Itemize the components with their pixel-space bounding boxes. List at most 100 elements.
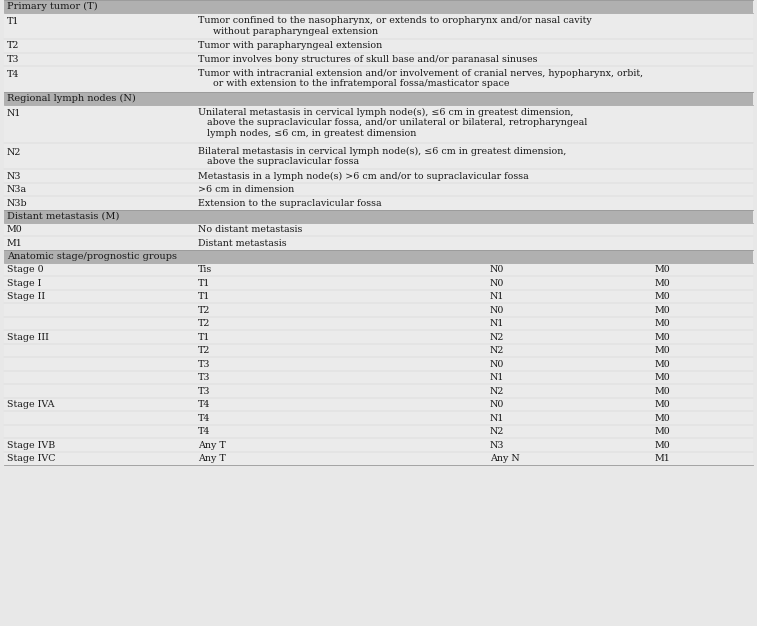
- Text: N1: N1: [7, 110, 21, 118]
- Text: above the supraclavicular fossa, and/or unilateral or bilateral, retropharyngeal: above the supraclavicular fossa, and/or …: [198, 118, 587, 128]
- Bar: [4, 92, 753, 105]
- Text: N0: N0: [490, 360, 504, 369]
- Text: N0: N0: [490, 305, 504, 315]
- Bar: [4, 210, 753, 223]
- Text: N2: N2: [490, 387, 504, 396]
- Text: Primary tumor (T): Primary tumor (T): [7, 2, 98, 11]
- Text: Tumor confined to the nasopharynx, or extends to oropharynx and/or nasal cavity: Tumor confined to the nasopharynx, or ex…: [198, 16, 592, 25]
- Text: T3: T3: [198, 373, 210, 382]
- Bar: [4, 223, 753, 237]
- Text: above the supraclavicular fossa: above the supraclavicular fossa: [198, 157, 359, 166]
- Bar: [4, 53, 753, 66]
- Text: N0: N0: [490, 279, 504, 288]
- Text: lymph nodes, ≤6 cm, in greatest dimension: lymph nodes, ≤6 cm, in greatest dimensio…: [198, 129, 416, 138]
- Text: M0: M0: [655, 333, 671, 342]
- Bar: [4, 425, 753, 438]
- Text: Stage IVC: Stage IVC: [7, 454, 55, 463]
- Text: T4: T4: [198, 414, 210, 423]
- Text: Stage III: Stage III: [7, 333, 49, 342]
- Text: T1: T1: [198, 333, 210, 342]
- Text: N2: N2: [490, 333, 504, 342]
- Text: M0: M0: [655, 319, 671, 328]
- Text: Extension to the supraclavicular fossa: Extension to the supraclavicular fossa: [198, 198, 382, 208]
- Text: without parapharyngeal extension: without parapharyngeal extension: [198, 26, 378, 36]
- Bar: [4, 13, 753, 39]
- Text: T2: T2: [7, 41, 20, 50]
- Text: Stage IVB: Stage IVB: [7, 441, 55, 449]
- Bar: [4, 317, 753, 331]
- Bar: [4, 197, 753, 210]
- Text: T2: T2: [198, 305, 210, 315]
- Text: N3: N3: [490, 441, 504, 449]
- Text: N0: N0: [490, 400, 504, 409]
- Text: M1: M1: [7, 239, 23, 248]
- Text: Any T: Any T: [198, 441, 226, 449]
- Text: N3: N3: [7, 172, 21, 181]
- Bar: [4, 170, 753, 183]
- Bar: [4, 263, 753, 277]
- Bar: [4, 237, 753, 250]
- Text: N2: N2: [7, 148, 21, 157]
- Bar: [4, 290, 753, 304]
- Text: N0: N0: [490, 265, 504, 274]
- Text: Stage 0: Stage 0: [7, 265, 44, 274]
- Text: N1: N1: [490, 292, 504, 301]
- Text: Stage II: Stage II: [7, 292, 45, 301]
- Bar: [4, 331, 753, 344]
- Bar: [4, 344, 753, 357]
- Bar: [4, 357, 753, 371]
- Bar: [4, 411, 753, 425]
- Text: T1: T1: [7, 18, 20, 26]
- Text: Any N: Any N: [490, 454, 520, 463]
- Bar: [4, 0, 753, 13]
- Text: T1: T1: [198, 279, 210, 288]
- Text: T3: T3: [198, 360, 210, 369]
- Bar: [4, 66, 753, 92]
- Text: Anatomic stage/prognostic groups: Anatomic stage/prognostic groups: [7, 252, 177, 261]
- Text: M0: M0: [655, 414, 671, 423]
- Text: N2: N2: [490, 346, 504, 355]
- Text: T3: T3: [7, 54, 20, 64]
- Text: M0: M0: [655, 400, 671, 409]
- Bar: [4, 250, 753, 263]
- Text: N1: N1: [490, 373, 504, 382]
- Text: or with extension to the infratemporal fossa/masticator space: or with extension to the infratemporal f…: [198, 80, 509, 88]
- Text: Tumor with parapharyngeal extension: Tumor with parapharyngeal extension: [198, 41, 382, 50]
- Text: N1: N1: [490, 319, 504, 328]
- Bar: [4, 398, 753, 411]
- Text: T4: T4: [198, 428, 210, 436]
- Text: Regional lymph nodes (N): Regional lymph nodes (N): [7, 94, 136, 103]
- Text: M0: M0: [655, 292, 671, 301]
- Text: M0: M0: [655, 265, 671, 274]
- Bar: [4, 105, 753, 143]
- Text: Tumor with intracranial extension and/or involvement of cranial nerves, hypophar: Tumor with intracranial extension and/or…: [198, 69, 643, 78]
- Text: Metastasis in a lymph node(s) >6 cm and/or to supraclavicular fossa: Metastasis in a lymph node(s) >6 cm and/…: [198, 172, 528, 181]
- Text: M0: M0: [655, 441, 671, 449]
- Text: N2: N2: [490, 428, 504, 436]
- Bar: [4, 438, 753, 452]
- Text: M0: M0: [655, 346, 671, 355]
- Text: M0: M0: [655, 305, 671, 315]
- Text: No distant metastasis: No distant metastasis: [198, 225, 302, 234]
- Bar: [4, 277, 753, 290]
- Text: M0: M0: [655, 279, 671, 288]
- Text: Tumor involves bony structures of skull base and/or paranasal sinuses: Tumor involves bony structures of skull …: [198, 54, 537, 64]
- Text: T4: T4: [7, 71, 20, 80]
- Text: N3b: N3b: [7, 198, 27, 208]
- Bar: [4, 39, 753, 53]
- Text: M0: M0: [655, 428, 671, 436]
- Text: Stage IVA: Stage IVA: [7, 400, 55, 409]
- Text: >6 cm in dimension: >6 cm in dimension: [198, 185, 294, 194]
- Text: Bilateral metastasis in cervical lymph node(s), ≤6 cm in greatest dimension,: Bilateral metastasis in cervical lymph n…: [198, 146, 566, 156]
- Text: T2: T2: [198, 319, 210, 328]
- Text: M0: M0: [7, 225, 23, 234]
- Text: M0: M0: [655, 373, 671, 382]
- Text: N1: N1: [490, 414, 504, 423]
- Text: Distant metastasis: Distant metastasis: [198, 239, 287, 248]
- Bar: [4, 452, 753, 466]
- Bar: [4, 371, 753, 384]
- Text: T2: T2: [198, 346, 210, 355]
- Text: Stage I: Stage I: [7, 279, 42, 288]
- Bar: [4, 183, 753, 197]
- Text: Any T: Any T: [198, 454, 226, 463]
